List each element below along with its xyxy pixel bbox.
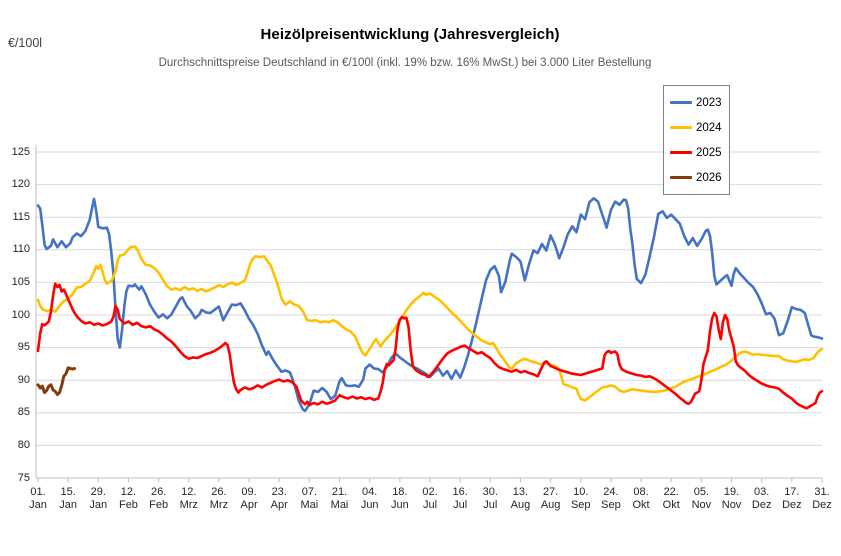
- x-tick-label-15: 30. Jul: [482, 486, 498, 511]
- legend-label-2025: 2025: [696, 146, 722, 159]
- x-tick-label-14: 16. Jul: [452, 486, 468, 511]
- series-line-2024: [36, 245, 824, 402]
- x-tick-label-8: 23. Apr: [270, 486, 288, 511]
- chart-title: Heizölpreisentwicklung (Jahresvergleich): [260, 26, 560, 43]
- x-tick-label-17: 27. Aug: [540, 486, 561, 511]
- series-line-2026: [36, 366, 77, 396]
- y-tick-label-105: 105: [11, 275, 30, 288]
- x-tick-label-18: 10. Sep: [570, 486, 591, 511]
- x-tick-label-10: 21. Mai: [330, 486, 349, 511]
- legend-item-2026: 2026: [664, 172, 729, 184]
- y-tick-label-100: 100: [11, 308, 30, 321]
- y-tick-label-90: 90: [17, 373, 30, 386]
- x-tick-label-0: 01. Jan: [29, 486, 47, 511]
- y-tick-label-110: 110: [12, 243, 30, 256]
- legend-label-2026: 2026: [696, 171, 722, 184]
- legend-swatch-2025: [670, 151, 692, 154]
- x-tick-label-20: 08. Okt: [632, 486, 650, 511]
- legend-label-2023: 2023: [696, 96, 722, 109]
- y-tick-label-95: 95: [17, 341, 30, 354]
- x-tick-label-16: 13. Aug: [510, 486, 531, 511]
- x-tick-label-21: 22. Okt: [662, 486, 680, 511]
- legend-item-2023: 2023: [664, 97, 729, 109]
- x-tick-label-1: 15. Jan: [59, 486, 78, 511]
- series-line-2023: [36, 197, 824, 413]
- legend-item-2025: 2025: [664, 147, 729, 159]
- y-tick-label-80: 80: [17, 438, 30, 451]
- x-tick-label-26: 31. Dez: [812, 486, 832, 511]
- x-tick-label-7: 09. Apr: [240, 486, 258, 511]
- y-tick-label-125: 125: [11, 145, 30, 158]
- y-axis-unit-label: €/100l: [8, 36, 43, 50]
- legend-swatch-2026: [670, 176, 692, 179]
- y-tick-label-75: 75: [17, 471, 30, 484]
- x-tick-label-23: 19. Nov: [721, 486, 742, 511]
- x-tick-label-5: 12. Mrz: [179, 486, 198, 511]
- legend-swatch-2023: [670, 101, 692, 104]
- x-tick-label-12: 18. Jun: [390, 486, 409, 511]
- x-tick-label-25: 17. Dez: [782, 486, 802, 511]
- legend-swatch-2024: [670, 126, 692, 129]
- x-tick-label-13: 02. Jul: [422, 486, 438, 511]
- chart-subtitle: Durchschnittspreise Deutschland in €/100…: [158, 57, 652, 69]
- x-tick-label-4: 26. Feb: [149, 486, 169, 511]
- x-tick-label-2: 29. Jan: [89, 486, 108, 511]
- x-tick-label-24: 03. Dez: [751, 486, 772, 511]
- legend-label-2024: 2024: [696, 121, 722, 134]
- series-line-2025: [36, 282, 824, 410]
- x-tick-label-19: 24. Sep: [601, 486, 621, 511]
- x-tick-label-9: 07. Mai: [300, 486, 319, 511]
- legend: 2023 2024 2025 2026: [663, 85, 730, 195]
- legend-item-2024: 2024: [664, 122, 729, 134]
- y-tick-label-115: 115: [12, 210, 30, 223]
- x-tick-label-11: 04. Jun: [360, 486, 379, 511]
- y-tick-label-85: 85: [17, 406, 30, 419]
- x-tick-label-3: 12. Feb: [118, 486, 138, 511]
- x-tick-label-22: 05. Nov: [691, 486, 712, 511]
- y-tick-label-120: 120: [11, 178, 30, 191]
- x-tick-label-6: 26. Mrz: [209, 486, 229, 511]
